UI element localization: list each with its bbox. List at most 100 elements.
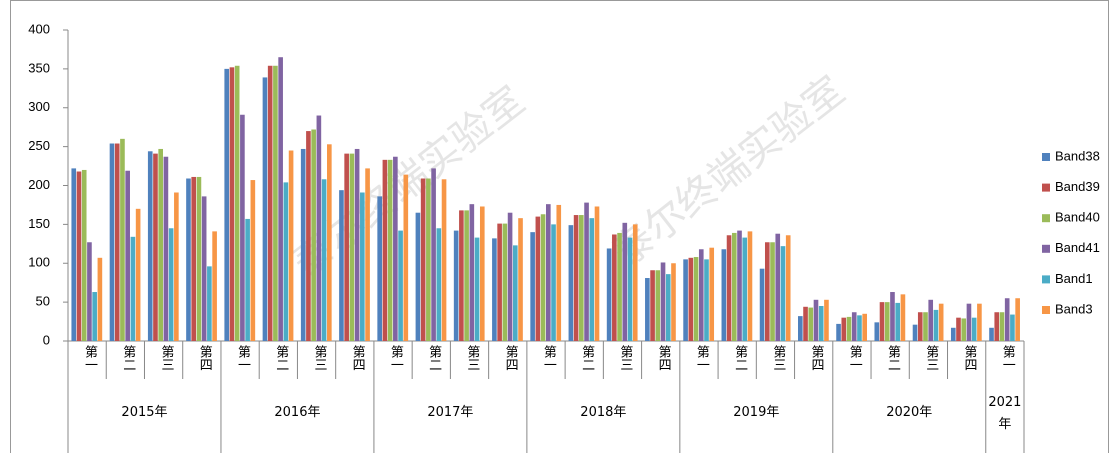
group-label: 2017年 [427, 405, 474, 420]
bar [584, 202, 589, 341]
bar [360, 192, 365, 341]
x-tick-label-box: 第三季 [617, 345, 632, 371]
x-tick-label: 第四季 [808, 345, 824, 371]
bar [977, 303, 982, 341]
bar [857, 315, 862, 341]
x-tick-label: 第四季 [961, 345, 977, 371]
bar [114, 143, 120, 341]
x-tick-label: 第四季 [502, 345, 518, 371]
bar [441, 179, 447, 341]
x-tick-label: 第二季 [273, 345, 289, 371]
x-tick-label: 第一季 [540, 345, 556, 371]
x-tick-label-box: 第四季 [350, 345, 365, 371]
bar [453, 230, 459, 341]
x-tick-label: 第一季 [693, 345, 709, 371]
x-tick-label: 第二季 [579, 345, 595, 371]
bar [398, 230, 403, 341]
bar [403, 174, 409, 341]
bar [377, 196, 382, 341]
bar [655, 270, 661, 341]
bar [622, 222, 628, 341]
x-tick-label-box: 第三季 [923, 345, 938, 371]
bar [382, 159, 388, 341]
x-tick-label-box: 第四季 [197, 345, 212, 371]
bar [81, 169, 87, 341]
bar [135, 208, 141, 341]
legend-swatch [1042, 153, 1050, 161]
bar [956, 317, 961, 341]
bar [327, 144, 332, 341]
bar [420, 178, 426, 341]
bar [698, 249, 704, 341]
bar [556, 204, 562, 341]
x-tick-label: 第三季 [158, 345, 174, 371]
bar [512, 245, 518, 341]
bar [798, 316, 803, 341]
x-tick-label-box: 第三季 [311, 345, 327, 371]
legend-swatch [1042, 244, 1050, 253]
group-label: 2016年 [274, 405, 321, 420]
x-tick-label-box: 第一季 [234, 345, 250, 371]
bar [551, 224, 556, 341]
bar [731, 232, 737, 341]
bar [163, 156, 169, 341]
group-label-box: 2021年 [988, 395, 1021, 432]
x-tick-label: 第一季 [234, 345, 250, 371]
bar [339, 190, 344, 341]
legend-swatch [1042, 183, 1050, 192]
bar [721, 249, 727, 341]
bar [785, 235, 791, 341]
bar [770, 242, 775, 341]
bar [459, 210, 464, 341]
bar [507, 212, 513, 341]
x-tick-label: 第三季 [311, 345, 327, 371]
bar [726, 235, 732, 341]
x-tick-label-box: 第四季 [808, 345, 824, 371]
bar [316, 115, 322, 342]
bar [87, 242, 92, 341]
bar [928, 299, 934, 341]
y-tick-label: 350 [28, 60, 50, 75]
bar [224, 68, 230, 341]
bar [632, 224, 638, 341]
bar [780, 246, 786, 341]
x-tick-label: 第三季 [770, 345, 786, 371]
bar [884, 302, 890, 341]
bar [92, 292, 97, 341]
bar [950, 327, 956, 341]
bar [683, 259, 688, 341]
x-tick-label-box: 第二季 [885, 345, 900, 371]
bar [841, 317, 847, 341]
bar [890, 292, 895, 341]
bar [693, 257, 699, 341]
bar [267, 65, 273, 341]
bar [497, 223, 502, 341]
bar [546, 204, 551, 341]
x-tick-label-box: 第二季 [579, 345, 595, 371]
bar [579, 215, 584, 341]
bar [645, 278, 650, 341]
x-tick-label: 第一季 [846, 345, 862, 371]
bar [71, 168, 77, 341]
group-label-box: 2016年 [274, 405, 321, 420]
bar [589, 218, 595, 341]
bar [759, 268, 765, 341]
bar [354, 148, 360, 341]
x-tick-label-box: 第一季 [82, 345, 97, 371]
x-tick-label: 第二季 [732, 345, 748, 371]
bar [174, 192, 179, 341]
group-label-box: 2018年 [580, 405, 626, 420]
x-tick-label-box: 第四季 [961, 345, 977, 371]
y-tick-label: 200 [28, 177, 50, 192]
bar [879, 302, 885, 341]
bar [530, 232, 535, 341]
legend-label: Band3 [1055, 301, 1093, 316]
bar [492, 238, 497, 341]
bar [201, 196, 207, 341]
group-label: 2020年 [886, 405, 933, 420]
group-label-box: 2020年 [886, 405, 933, 420]
bar [387, 159, 393, 341]
bar [617, 232, 622, 341]
bar [234, 65, 240, 341]
